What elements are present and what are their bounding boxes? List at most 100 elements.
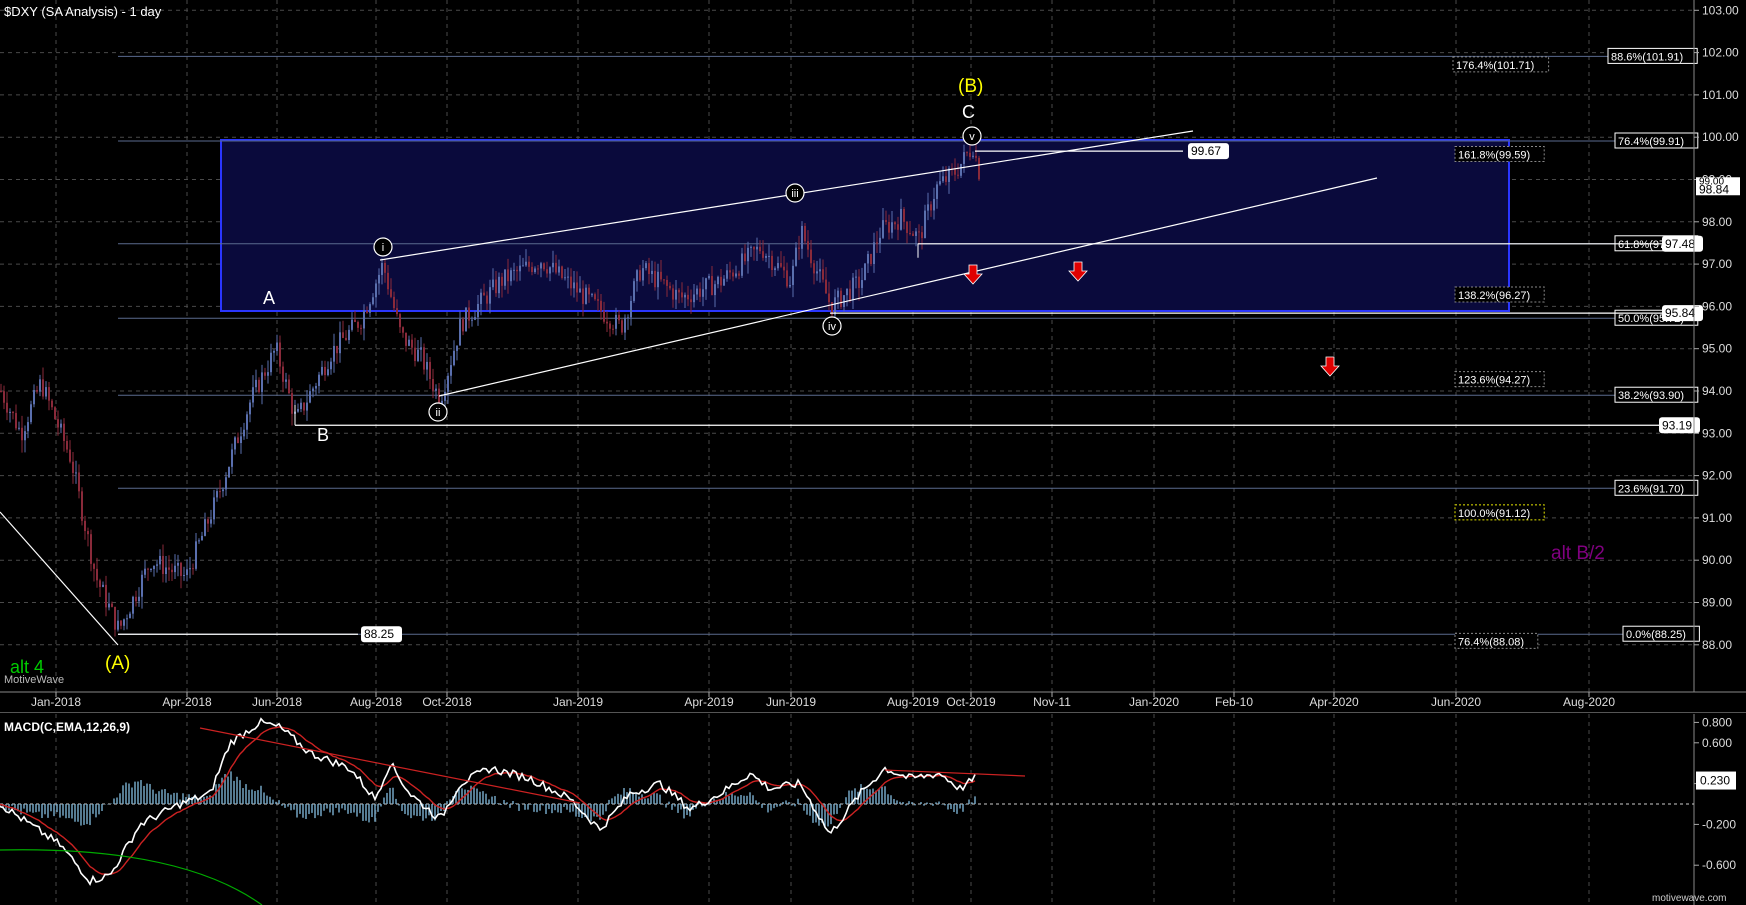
candle-body bbox=[93, 563, 95, 569]
candle-body bbox=[306, 402, 308, 411]
wave-circle-circ_iv bbox=[822, 316, 842, 336]
candle-body bbox=[99, 580, 101, 587]
candle-body bbox=[603, 311, 605, 322]
candle-body bbox=[528, 261, 530, 267]
candle-body bbox=[120, 620, 122, 626]
candle-body bbox=[738, 273, 740, 276]
candle-body bbox=[759, 246, 761, 252]
candle-body bbox=[216, 491, 218, 498]
candle-body bbox=[978, 157, 980, 180]
candle-body bbox=[663, 279, 665, 281]
candle-body bbox=[789, 284, 791, 287]
candle-body bbox=[411, 339, 413, 348]
site-watermark: motivewave.com bbox=[1652, 893, 1726, 904]
candle-body bbox=[534, 268, 536, 273]
fib-label: 38.2%(93.90) bbox=[1618, 390, 1684, 402]
candle-body bbox=[780, 263, 782, 267]
candle-body bbox=[447, 375, 449, 392]
candle-body bbox=[375, 283, 377, 298]
candle-body bbox=[567, 276, 569, 278]
candle-body bbox=[945, 176, 947, 182]
candle-body bbox=[6, 402, 8, 413]
candle-body bbox=[771, 255, 773, 270]
candle-body bbox=[648, 263, 650, 275]
candle-body bbox=[156, 564, 158, 566]
candle-body bbox=[435, 388, 437, 391]
candle-body bbox=[558, 266, 560, 273]
candle-body bbox=[288, 379, 290, 394]
candle-body bbox=[840, 290, 842, 308]
candle-body bbox=[753, 246, 755, 250]
fib-label: 88.6%(101.91) bbox=[1611, 51, 1683, 63]
candle-body bbox=[291, 393, 293, 414]
candle-body bbox=[474, 317, 476, 320]
wave-circle-label: i bbox=[382, 242, 384, 254]
candle-body bbox=[75, 472, 77, 474]
candle-body bbox=[363, 310, 365, 329]
wave-circle-label: v bbox=[969, 131, 975, 143]
candle-body bbox=[882, 220, 884, 238]
candle-body bbox=[66, 440, 68, 450]
candle-body bbox=[402, 327, 404, 333]
candle-body bbox=[63, 423, 65, 441]
price-tick-label: 92.00 bbox=[1702, 469, 1732, 483]
wave-circle-label: iv bbox=[828, 321, 836, 333]
grid bbox=[0, 0, 1694, 905]
candle-body bbox=[681, 292, 683, 298]
fib-label: 100.0%(91.12) bbox=[1458, 508, 1530, 520]
candle-body bbox=[318, 374, 320, 386]
candle-body bbox=[465, 307, 467, 332]
candle-body bbox=[366, 310, 368, 313]
candle-body bbox=[699, 288, 701, 297]
fib-label-box bbox=[1607, 47, 1698, 64]
candle-body bbox=[54, 407, 56, 420]
candle-body bbox=[732, 272, 734, 277]
candle-body bbox=[150, 569, 152, 571]
candle-body bbox=[702, 289, 704, 297]
candle-body bbox=[519, 265, 521, 272]
macd-green-curve bbox=[0, 849, 263, 905]
candle-body bbox=[357, 322, 359, 328]
price-callout-label: 93.19 bbox=[1662, 418, 1692, 432]
candle-body bbox=[354, 319, 356, 323]
time-tick-label: Feb-10 bbox=[1215, 695, 1253, 709]
candle-body bbox=[864, 263, 866, 281]
candle-body bbox=[879, 237, 881, 244]
fibonacci-levels: 88.6%(101.91) 176.4%(101.71) 76.4%(99.91) 1… bbox=[118, 47, 1700, 649]
price-tick-label: 89.00 bbox=[1702, 595, 1732, 609]
candle-body bbox=[846, 288, 848, 296]
candle-body bbox=[18, 427, 20, 429]
fib-label-box bbox=[1614, 386, 1699, 403]
price-tick-label: 90.00 bbox=[1702, 553, 1732, 567]
candle-body bbox=[60, 423, 62, 428]
candle-body bbox=[972, 155, 974, 157]
candle-body bbox=[765, 255, 767, 258]
candle-body bbox=[417, 349, 419, 362]
candle-body bbox=[786, 270, 788, 287]
down-arrow-icon bbox=[1320, 356, 1340, 377]
wave-label-big-b: (B) bbox=[958, 76, 983, 97]
candle-body bbox=[834, 297, 836, 315]
price-callout-label: 99.67 bbox=[1191, 144, 1221, 158]
candle-body bbox=[498, 276, 500, 294]
candle-body bbox=[618, 314, 620, 321]
candle-body bbox=[27, 422, 29, 432]
fib-label-box bbox=[1454, 632, 1539, 649]
candle-body bbox=[612, 328, 614, 330]
candle-body bbox=[252, 387, 254, 403]
candle-body bbox=[345, 337, 347, 341]
candle-body bbox=[297, 409, 299, 412]
candle-body bbox=[339, 332, 341, 354]
candle-body bbox=[915, 231, 917, 236]
candle-body bbox=[51, 400, 53, 408]
candle-body bbox=[807, 241, 809, 250]
candle-body bbox=[906, 221, 908, 233]
candle-body bbox=[792, 265, 794, 285]
time-tick-label: Aug-2019 bbox=[887, 695, 939, 709]
candle-body bbox=[750, 246, 752, 248]
candle-body bbox=[189, 568, 191, 570]
candle-body bbox=[444, 391, 446, 401]
candle-body bbox=[756, 246, 758, 250]
candle-body bbox=[132, 596, 134, 614]
